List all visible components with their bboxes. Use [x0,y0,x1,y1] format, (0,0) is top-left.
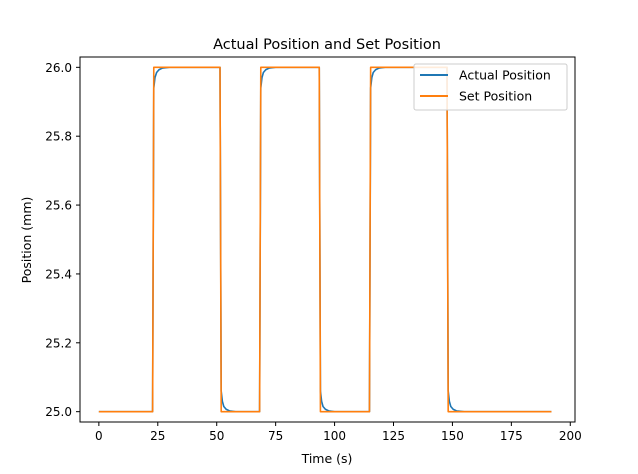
y-axis: 25.0 25.2 25.4 25.6 25.8 26.0 [45,61,80,419]
y-tick-label: 25.2 [45,336,72,350]
legend-box [413,63,568,111]
x-tick-label: 0 [95,429,103,443]
x-axis: 0 25 50 75 100 125 150 175 200 [95,422,582,443]
legend: Actual Position Set Position [413,63,568,111]
legend-label-actual-position: Actual Position [459,68,551,83]
x-tick-label: 50 [209,429,224,443]
x-tick-label: 75 [268,429,283,443]
x-tick-label: 150 [441,429,464,443]
chart-title: Actual Position and Set Position [213,37,441,53]
y-tick-label: 25.8 [45,130,72,144]
legend-label-set-position: Set Position [459,89,532,104]
x-tick-label: 125 [382,429,405,443]
x-tick-label: 25 [150,429,165,443]
x-tick-label: 100 [323,429,346,443]
y-tick-label: 25.6 [45,199,72,213]
y-axis-label: Position (mm) [19,197,34,284]
y-tick-label: 26.0 [45,61,72,75]
x-axis-label: Time (s) [301,451,353,466]
y-tick-label: 25.0 [45,405,72,419]
plot-frame [79,56,576,423]
y-tick-label: 25.4 [45,267,72,281]
x-tick-label: 175 [500,429,523,443]
x-tick-label: 200 [559,429,582,443]
